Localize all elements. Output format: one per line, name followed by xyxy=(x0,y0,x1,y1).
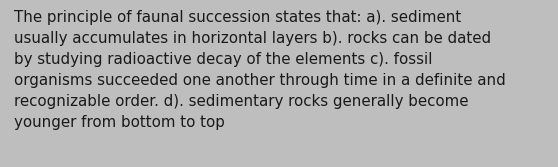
Text: usually accumulates in horizontal layers b). rocks can be dated: usually accumulates in horizontal layers… xyxy=(14,31,491,46)
Text: The principle of faunal succession states that: a). sediment: The principle of faunal succession state… xyxy=(14,10,461,25)
Text: organisms succeeded one another through time in a definite and: organisms succeeded one another through … xyxy=(14,73,506,88)
Text: recognizable order. d). sedimentary rocks generally become: recognizable order. d). sedimentary rock… xyxy=(14,94,469,109)
Text: by studying radioactive decay of the elements c). fossil: by studying radioactive decay of the ele… xyxy=(14,52,432,67)
Text: younger from bottom to top: younger from bottom to top xyxy=(14,115,225,130)
